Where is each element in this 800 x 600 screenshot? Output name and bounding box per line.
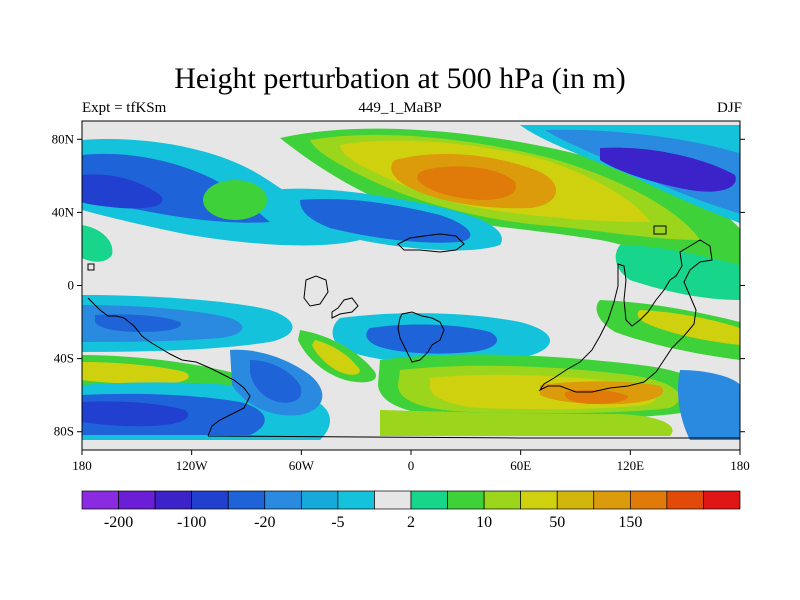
field-north-trough-east-core: [600, 147, 736, 192]
colorbar-swatch: [447, 490, 485, 510]
experiment-label: Expt = tfKSm: [82, 100, 167, 116]
colorbar-label: -200: [104, 514, 133, 531]
colorbar-swatch: [703, 490, 741, 510]
colorbar-label: 10: [476, 514, 492, 531]
colorbar-swatch: [337, 490, 375, 510]
field-deep-south-trough-east: [678, 370, 740, 440]
colorbar-label: -100: [177, 514, 206, 531]
colorbar-label: 2: [407, 514, 415, 531]
field-south-subtropic-east-yellow: [637, 310, 740, 345]
field-deep-south-trough-central-core: [250, 360, 302, 403]
lon-tick-label: 60E: [510, 458, 531, 473]
coastline-southeast-asia: [397, 233, 465, 253]
lon-tick-label: 180: [730, 458, 750, 473]
colorbar-label: 50: [549, 514, 565, 531]
colorbar-swatch: [483, 490, 522, 510]
lon-tick-label: 120E: [617, 458, 645, 473]
field-west-tropic-green: [82, 225, 113, 262]
lat-tick-label: 80N: [52, 131, 75, 146]
field-south-ridge-central-yellow: [312, 340, 360, 375]
coastline-small-islands: [87, 225, 667, 271]
colorbar-swatch: [666, 490, 704, 510]
lon-tick-label: 120W: [176, 458, 209, 473]
colorbar-swatch: [520, 490, 558, 510]
colorbar-swatch: [191, 490, 229, 510]
latitude-axis: 80N 40N 0 40S 80S: [52, 131, 745, 439]
colorbar: -200 -100 -20 -5 2 10 50 150: [81, 490, 741, 531]
colorbar-swatch: [556, 490, 595, 510]
coastline-australia: [538, 239, 713, 393]
lon-tick-label: 0: [408, 458, 415, 473]
field-south-ridge-east-core: [565, 389, 628, 404]
coastlines: [87, 225, 740, 439]
colorbar-swatch: [593, 490, 631, 510]
colorbar-label: -20: [254, 514, 275, 531]
lon-tick-label: 60W: [289, 458, 315, 473]
lon-tick-label: 180: [72, 458, 92, 473]
field-north-ridge-core: [417, 166, 516, 200]
colorbar-swatch: [374, 490, 412, 510]
colorbar-swatch: [264, 490, 302, 510]
colorbar-label: -5: [331, 514, 344, 531]
season-label: DJF: [716, 100, 742, 116]
lat-tick-label: 40N: [52, 204, 75, 219]
lat-tick-label: 80S: [54, 424, 74, 439]
colorbar-label: 150: [618, 514, 642, 531]
field-south-ridge-west-yellow: [82, 362, 189, 384]
coastline-south-america: [303, 275, 359, 319]
field-south-pole-band: [380, 410, 673, 436]
run-id-label: 449_1_MaBP: [358, 100, 442, 116]
colorbar-swatch: [300, 490, 339, 510]
plot-title: Height perturbation at 500 hPa (in m): [174, 62, 626, 95]
colorbar-swatch: [118, 490, 156, 510]
field-midnorth-trough-mid: [300, 199, 471, 243]
colorbar-swatch: [81, 490, 119, 510]
field-south-trough-west-core: [95, 314, 181, 332]
colorbar-swatch: [410, 490, 448, 510]
coastline-antarctica: [87, 297, 740, 439]
field-north-trough-west-core: [82, 174, 163, 209]
colorbar-swatch: [227, 490, 266, 510]
lat-tick-label: 0: [68, 278, 75, 293]
field-small-ridge-blob: [203, 180, 267, 220]
map-field: [82, 121, 740, 450]
colorbar-swatch: [629, 490, 668, 510]
colorbar-swatch: [154, 490, 193, 510]
coastline-africa: [397, 311, 445, 363]
longitude-axis: 180 120W 60W 0 60E 120E 180: [72, 450, 750, 473]
field-deep-south-trough-west-core: [82, 401, 189, 427]
lat-tick-label: 40S: [54, 351, 74, 366]
